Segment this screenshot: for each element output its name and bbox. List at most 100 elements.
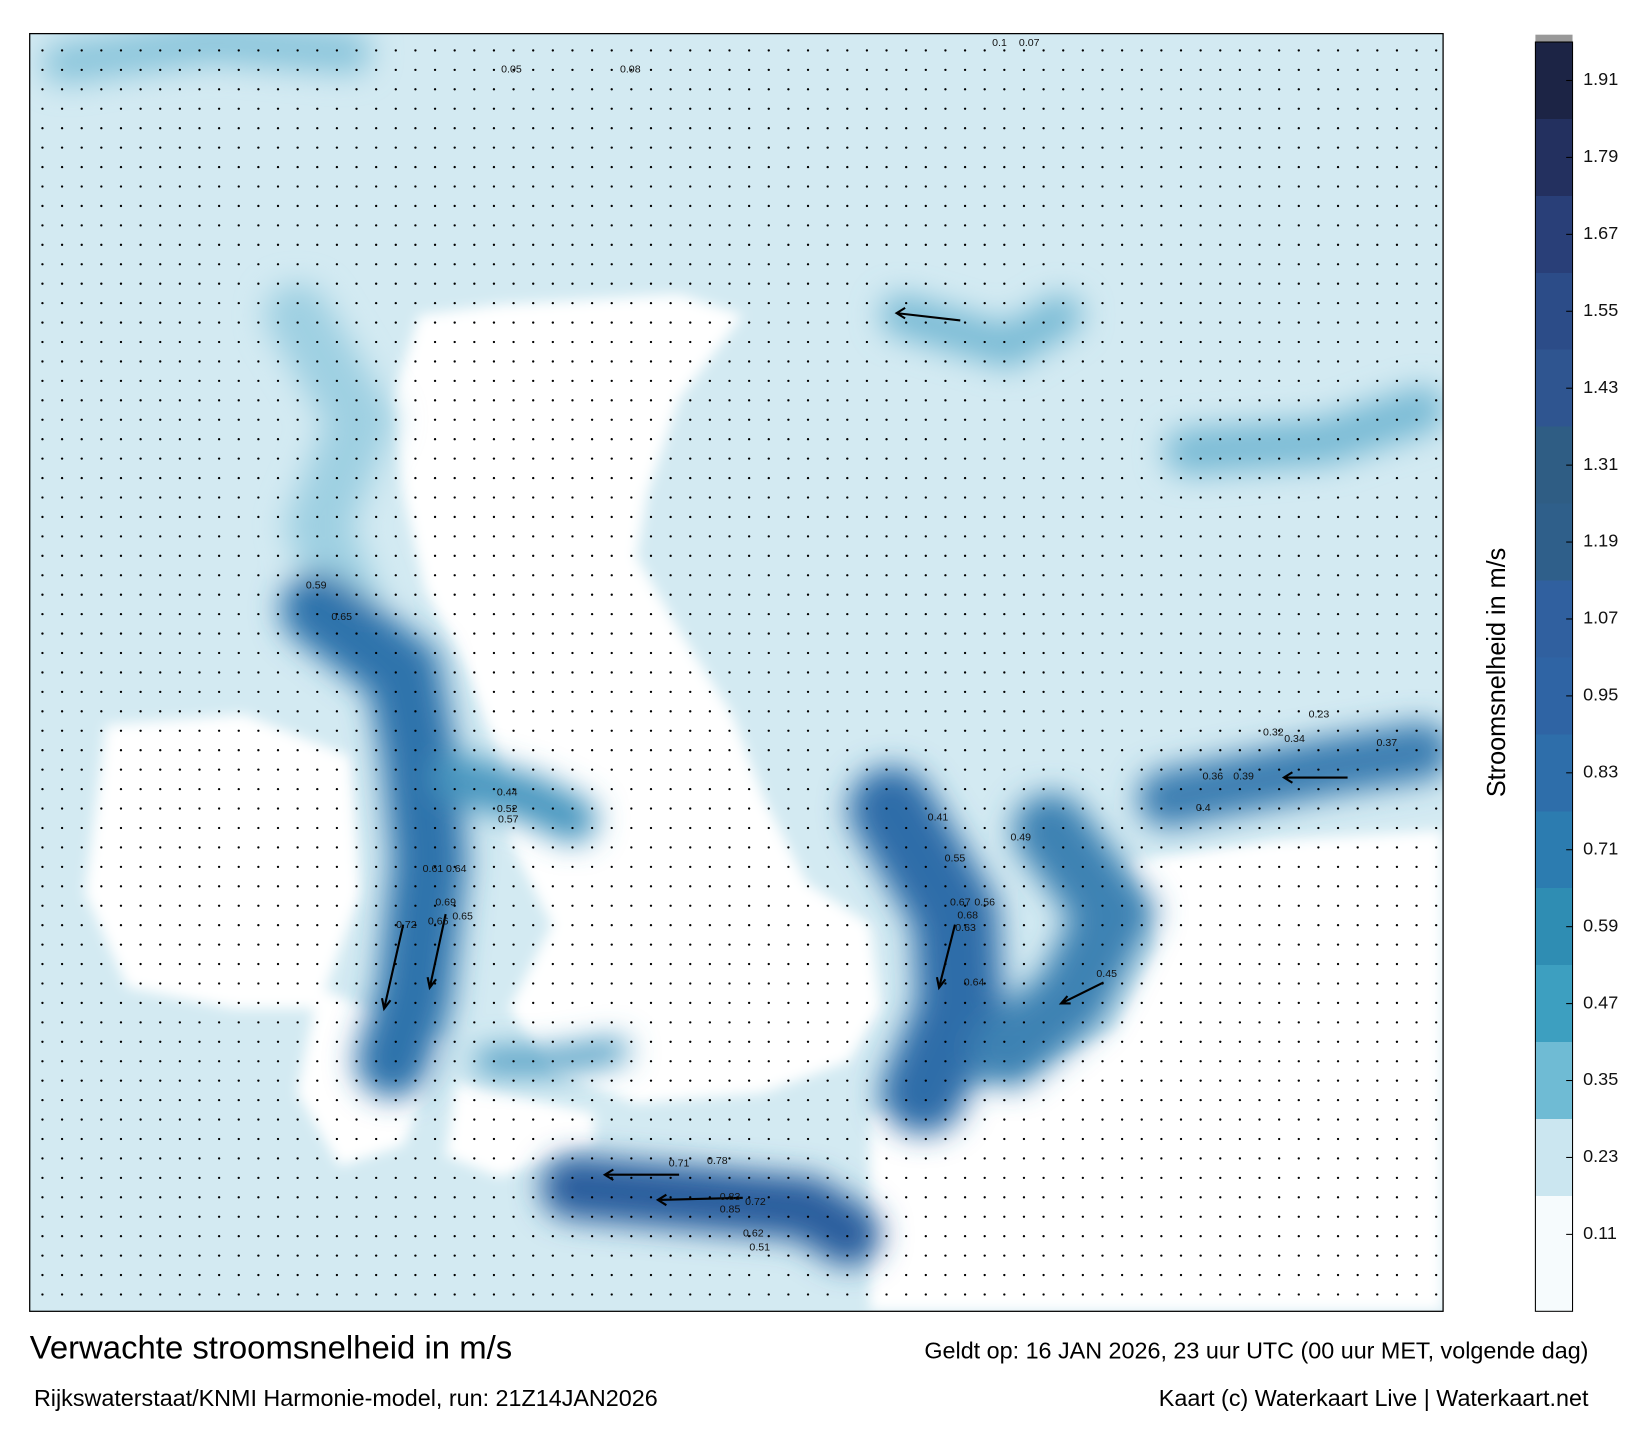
vector-dot bbox=[944, 224, 947, 227]
vector-dot bbox=[453, 943, 456, 946]
vector-dot bbox=[433, 1060, 437, 1063]
vector-dot bbox=[708, 982, 712, 985]
vector-dot bbox=[276, 982, 280, 985]
vector-dot bbox=[669, 243, 672, 246]
vector-dot bbox=[355, 301, 358, 305]
vector-dot bbox=[1297, 690, 1300, 694]
vector-dot bbox=[1160, 982, 1163, 985]
vector-dot bbox=[1219, 1118, 1222, 1121]
vector-dot bbox=[905, 165, 908, 169]
vector-dot bbox=[178, 1118, 182, 1121]
vector-dot bbox=[119, 185, 123, 188]
vector-dot bbox=[1219, 1157, 1222, 1160]
vector-dot bbox=[610, 165, 613, 169]
vector-dot bbox=[1356, 476, 1359, 480]
vector-dot bbox=[1415, 185, 1418, 188]
vector-dot bbox=[355, 204, 358, 208]
vector-dot bbox=[1199, 632, 1202, 635]
vector-dot bbox=[100, 632, 103, 635]
vector-dot bbox=[80, 651, 83, 655]
vector-dot bbox=[433, 865, 437, 869]
vector-dot bbox=[630, 418, 633, 421]
vector-dot bbox=[551, 593, 554, 596]
vector-dot bbox=[963, 729, 967, 732]
vector-dot bbox=[159, 885, 162, 888]
vector-dot bbox=[139, 962, 142, 966]
spot-label: 0.83 bbox=[720, 1191, 741, 1203]
vector-dot bbox=[217, 476, 221, 480]
vector-dot bbox=[963, 749, 967, 752]
vector-dot bbox=[1140, 690, 1143, 694]
vector-dot bbox=[159, 593, 162, 596]
vector-dot bbox=[512, 1235, 515, 1238]
vector-dot bbox=[806, 1196, 810, 1199]
vector-dot bbox=[119, 321, 123, 324]
vector-dot bbox=[806, 1273, 810, 1277]
vector-dot bbox=[1062, 1235, 1065, 1238]
vector-dot bbox=[139, 535, 142, 538]
vector-dot bbox=[237, 1273, 240, 1277]
vector-dot bbox=[1317, 1060, 1320, 1063]
vector-dot bbox=[1062, 476, 1065, 480]
vector-dot bbox=[708, 1157, 712, 1160]
vector-dot bbox=[178, 612, 182, 616]
vector-dot bbox=[1042, 301, 1045, 305]
vector-dot bbox=[316, 1040, 319, 1043]
vector-dot bbox=[139, 1079, 142, 1082]
vector-dot bbox=[1297, 904, 1300, 907]
vector-dot bbox=[512, 165, 515, 169]
vector-dot bbox=[1258, 515, 1261, 519]
vector-dot bbox=[414, 457, 417, 460]
vector-dot bbox=[865, 165, 869, 169]
vector-dot bbox=[689, 651, 692, 655]
vector-dot bbox=[394, 1273, 397, 1277]
vector-dot bbox=[1219, 1215, 1222, 1218]
vector-dot bbox=[100, 962, 103, 966]
vector-dot bbox=[846, 340, 849, 344]
vector-dot bbox=[355, 1060, 358, 1063]
vector-dot bbox=[532, 593, 535, 596]
vector-dot bbox=[1022, 710, 1026, 713]
vector-dot bbox=[1435, 535, 1438, 538]
vector-dot bbox=[806, 1137, 810, 1141]
vector-dot bbox=[1140, 1040, 1143, 1043]
vector-dot bbox=[590, 204, 594, 208]
vector-dot bbox=[806, 1157, 810, 1160]
vector-dot bbox=[512, 904, 515, 907]
vector-dot bbox=[1395, 1040, 1399, 1043]
vector-dot bbox=[689, 1235, 692, 1238]
vector-dot bbox=[551, 1060, 554, 1063]
vector-dot bbox=[1199, 1157, 1202, 1160]
vector-dot bbox=[1140, 554, 1143, 557]
vector-dot bbox=[905, 68, 908, 72]
vector-dot bbox=[316, 107, 319, 110]
vector-dot bbox=[1297, 49, 1300, 52]
vector-dot bbox=[1140, 399, 1143, 402]
vector-dot bbox=[1022, 1040, 1026, 1043]
vector-dot bbox=[1140, 1021, 1143, 1024]
vector-dot bbox=[1238, 418, 1242, 421]
vector-dot bbox=[394, 554, 397, 557]
vector-dot bbox=[1317, 360, 1320, 363]
vector-dot bbox=[41, 438, 44, 441]
vector-dot bbox=[1415, 224, 1418, 227]
vector-dot bbox=[119, 418, 123, 421]
vector-dot bbox=[1258, 243, 1261, 246]
vector-dot bbox=[178, 924, 182, 927]
vector-dot bbox=[41, 1060, 44, 1063]
vector-dot bbox=[316, 340, 319, 344]
vector-dot bbox=[1042, 1254, 1045, 1257]
vector-dot bbox=[80, 593, 83, 596]
vector-dot bbox=[630, 807, 633, 810]
vector-dot bbox=[1376, 1176, 1379, 1180]
vector-dot bbox=[217, 826, 221, 830]
vector-dot bbox=[1356, 1235, 1359, 1238]
vector-dot bbox=[159, 457, 162, 460]
vector-dot bbox=[1336, 1157, 1340, 1160]
vector-dot bbox=[41, 243, 44, 246]
vector-dot bbox=[159, 749, 162, 752]
vector-dot bbox=[905, 612, 908, 616]
vector-dot bbox=[1160, 1273, 1163, 1277]
vector-dot bbox=[905, 651, 908, 655]
vector-dot bbox=[532, 1098, 535, 1102]
